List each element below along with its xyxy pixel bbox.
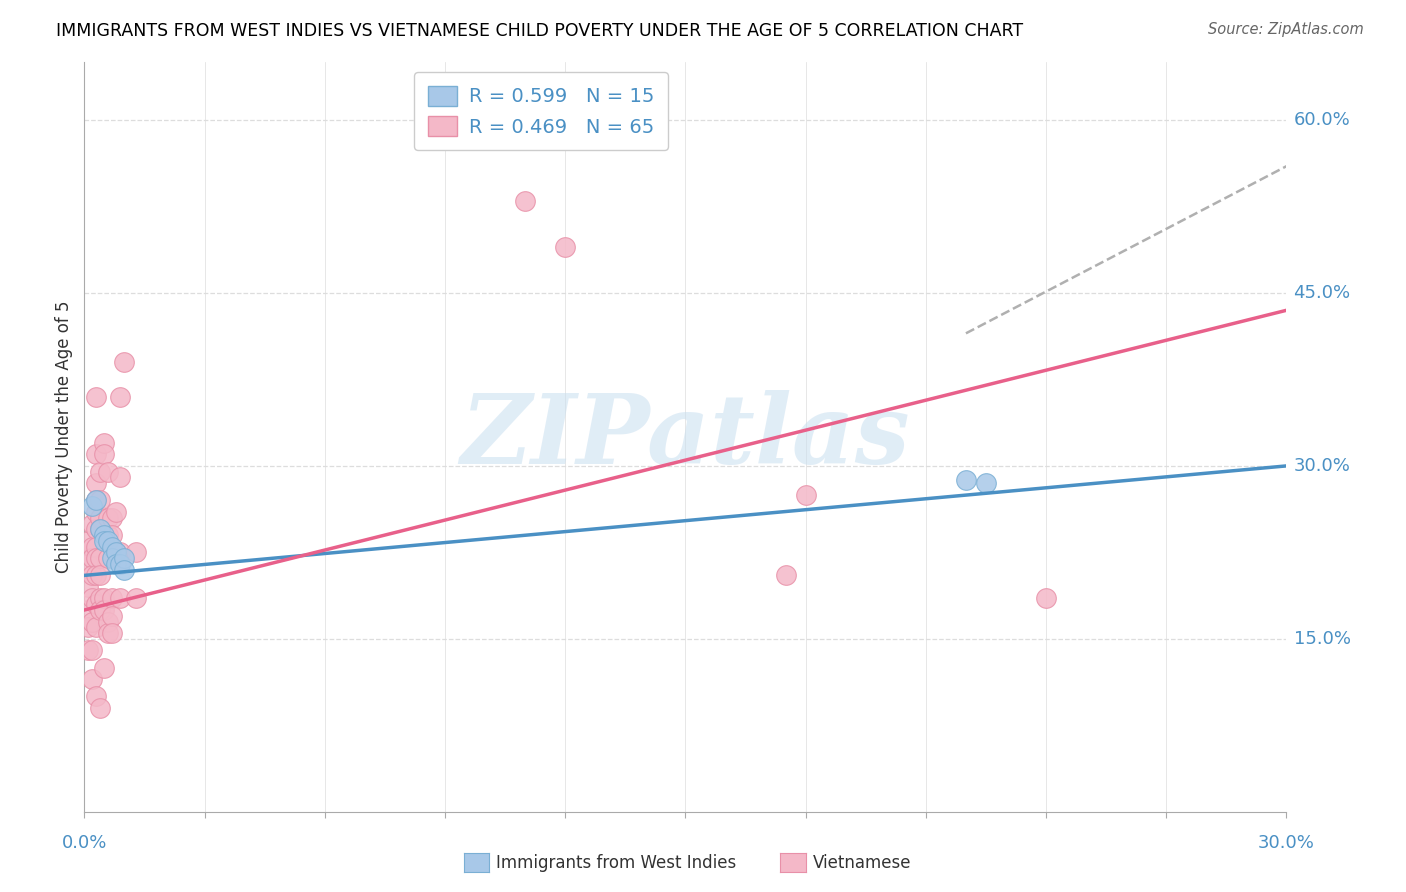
Point xyxy=(86,540,108,554)
Point xyxy=(77,643,100,657)
Point xyxy=(89,522,111,536)
Point xyxy=(105,545,128,559)
Point xyxy=(97,626,120,640)
Point xyxy=(86,493,108,508)
Point xyxy=(794,488,817,502)
Point xyxy=(97,510,120,524)
Point xyxy=(125,545,148,559)
Point xyxy=(93,533,115,548)
Point xyxy=(77,557,100,571)
Point xyxy=(86,390,108,404)
Point xyxy=(93,591,115,606)
Point xyxy=(82,568,104,582)
Text: 45.0%: 45.0% xyxy=(1294,284,1351,302)
Point xyxy=(93,435,115,450)
Point xyxy=(89,603,111,617)
Point xyxy=(125,591,148,606)
Text: 30.0%: 30.0% xyxy=(1294,457,1350,475)
Point xyxy=(89,591,111,606)
Point xyxy=(97,615,120,629)
Point xyxy=(101,608,124,623)
Point xyxy=(93,660,115,674)
Point xyxy=(97,465,120,479)
Point xyxy=(101,528,124,542)
Point xyxy=(101,591,124,606)
Point xyxy=(114,563,135,577)
Point xyxy=(82,500,104,514)
Point xyxy=(86,493,108,508)
Point xyxy=(89,493,111,508)
Point xyxy=(86,568,108,582)
Point xyxy=(86,690,108,704)
Point xyxy=(77,533,100,548)
Point xyxy=(101,551,124,566)
Point xyxy=(97,551,120,566)
Point xyxy=(89,522,111,536)
Text: IMMIGRANTS FROM WEST INDIES VS VIETNAMESE CHILD POVERTY UNDER THE AGE OF 5 CORRE: IMMIGRANTS FROM WEST INDIES VS VIETNAMES… xyxy=(56,22,1024,40)
Point xyxy=(82,591,104,606)
Point xyxy=(82,551,104,566)
Point xyxy=(97,528,120,542)
Point xyxy=(105,505,128,519)
Point xyxy=(93,528,115,542)
Point xyxy=(86,551,108,566)
Text: 30.0%: 30.0% xyxy=(1258,834,1315,852)
Point xyxy=(82,643,104,657)
Text: 15.0%: 15.0% xyxy=(1294,630,1351,648)
Point xyxy=(110,557,132,571)
Text: 0.0%: 0.0% xyxy=(62,834,107,852)
Point xyxy=(89,568,111,582)
Point xyxy=(82,540,104,554)
Point xyxy=(89,510,111,524)
Point xyxy=(86,447,108,461)
Point xyxy=(82,615,104,629)
Point xyxy=(974,476,997,491)
Point xyxy=(114,551,135,566)
Point xyxy=(114,355,135,369)
Point xyxy=(955,473,977,487)
Point xyxy=(77,620,100,634)
Point xyxy=(101,626,124,640)
Point xyxy=(93,447,115,461)
Text: Vietnamese: Vietnamese xyxy=(813,854,911,871)
Point xyxy=(86,620,108,634)
Point xyxy=(110,545,132,559)
Point xyxy=(77,603,100,617)
Point xyxy=(97,533,120,548)
Point xyxy=(110,470,132,484)
Text: 60.0%: 60.0% xyxy=(1294,112,1350,129)
Point xyxy=(93,603,115,617)
Point xyxy=(86,597,108,611)
Point xyxy=(82,672,104,686)
Point xyxy=(89,701,111,715)
Point xyxy=(77,580,100,594)
Point xyxy=(101,510,124,524)
Point xyxy=(86,522,108,536)
Point xyxy=(1035,591,1057,606)
Point xyxy=(110,390,132,404)
Point xyxy=(101,540,124,554)
Text: Source: ZipAtlas.com: Source: ZipAtlas.com xyxy=(1208,22,1364,37)
Point xyxy=(105,557,128,571)
Point xyxy=(86,476,108,491)
Point xyxy=(775,568,797,582)
Y-axis label: Child Poverty Under the Age of 5: Child Poverty Under the Age of 5 xyxy=(55,301,73,574)
Point xyxy=(515,194,537,208)
Text: Immigrants from West Indies: Immigrants from West Indies xyxy=(496,854,737,871)
Point xyxy=(105,545,128,559)
Legend: R = 0.599   N = 15, R = 0.469   N = 65: R = 0.599 N = 15, R = 0.469 N = 65 xyxy=(415,72,668,150)
Point xyxy=(554,240,576,254)
Point xyxy=(82,516,104,531)
Point xyxy=(110,591,132,606)
Point xyxy=(89,465,111,479)
Point xyxy=(86,505,108,519)
Text: ZIPatlas: ZIPatlas xyxy=(461,390,910,484)
Point xyxy=(89,551,111,566)
